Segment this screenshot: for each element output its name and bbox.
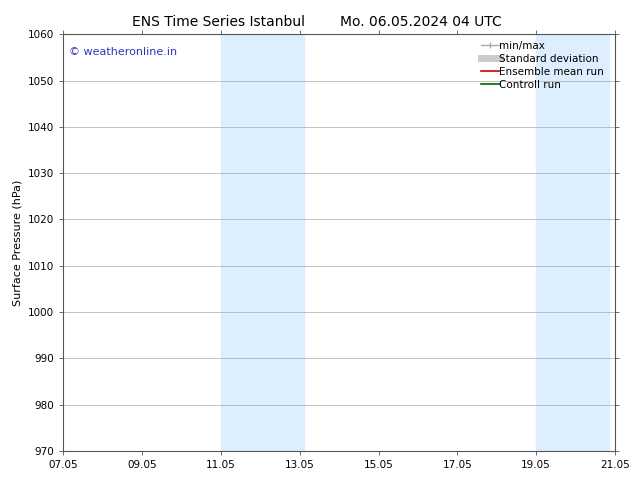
- Bar: [221, 34, 304, 451]
- Text: © weatheronline.in: © weatheronline.in: [69, 47, 177, 57]
- Text: ENS Time Series Istanbul        Mo. 06.05.2024 04 UTC: ENS Time Series Istanbul Mo. 06.05.2024 …: [132, 15, 502, 29]
- Bar: [536, 34, 609, 451]
- Legend: min/max, Standard deviation, Ensemble mean run, Controll run: min/max, Standard deviation, Ensemble me…: [477, 36, 613, 94]
- Y-axis label: Surface Pressure (hPa): Surface Pressure (hPa): [13, 179, 23, 306]
